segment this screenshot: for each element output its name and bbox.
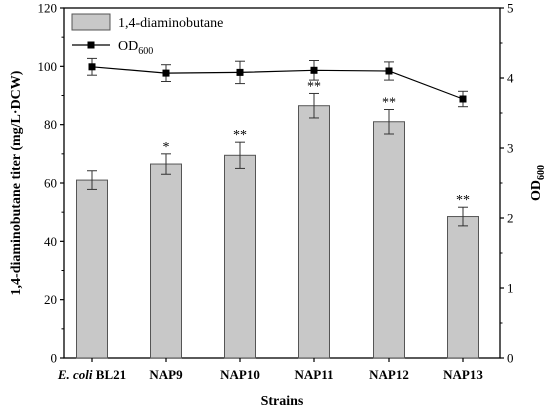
- y-tick-label: 0: [51, 351, 58, 366]
- legend-swatch-bar: [71, 13, 111, 31]
- y-tick-label: 80: [44, 117, 57, 132]
- y-tick-label: 120: [38, 1, 58, 16]
- bar-nap11: [298, 105, 330, 359]
- x-tick-label: E. coli BL21: [57, 367, 126, 382]
- od600-point: [236, 68, 244, 76]
- bar-nap12: [373, 121, 405, 359]
- y-tick-label: 60: [44, 176, 57, 191]
- plot-frame: [63, 7, 501, 359]
- od600-point: [310, 66, 318, 74]
- y-tick-label: 40: [44, 234, 57, 249]
- y-tick-label: 20: [44, 292, 57, 307]
- bar-nap13: [447, 216, 479, 359]
- od600-point: [385, 67, 393, 75]
- od600-point: [88, 63, 96, 71]
- x-tick-label: NAP11: [295, 367, 334, 382]
- y2-tick-label: 0: [507, 351, 514, 366]
- x-tick-label: NAP10: [220, 367, 260, 382]
- y2-tick-label: 4: [507, 71, 514, 86]
- bar-e-coli-bl21: [76, 179, 108, 359]
- x-tick-label: NAP9: [149, 367, 183, 382]
- significance-mark: **: [382, 96, 396, 111]
- legend-swatch-marker: [87, 41, 95, 49]
- significance-mark: **: [233, 128, 247, 143]
- y-tick-label: 100: [38, 59, 58, 74]
- od600-point: [162, 69, 170, 77]
- y2-tick-label: 1: [507, 281, 514, 296]
- x-tick-label: NAP13: [443, 367, 483, 382]
- y2-axis-title: OD600: [529, 165, 547, 201]
- y2-tick-label: 2: [507, 211, 514, 226]
- x-axis-title: Strains: [261, 394, 304, 409]
- legend-label-bar: 1,4-diaminobutane: [118, 16, 223, 31]
- y-axis-title: 1,4-diaminobutane titer (mg/L·DCW): [9, 70, 24, 295]
- bar-nap9: [150, 163, 182, 359]
- significance-mark: **: [456, 193, 470, 208]
- significance-mark: **: [307, 79, 321, 94]
- od600-line: [91, 66, 464, 100]
- bar-nap10: [224, 154, 256, 359]
- x-tick-label: NAP12: [369, 367, 409, 382]
- od600-point: [459, 95, 467, 103]
- significance-mark: *: [163, 140, 170, 155]
- legend-label-line: OD600: [118, 39, 153, 57]
- y2-tick-label: 5: [507, 1, 514, 16]
- y2-tick-label: 3: [507, 141, 514, 156]
